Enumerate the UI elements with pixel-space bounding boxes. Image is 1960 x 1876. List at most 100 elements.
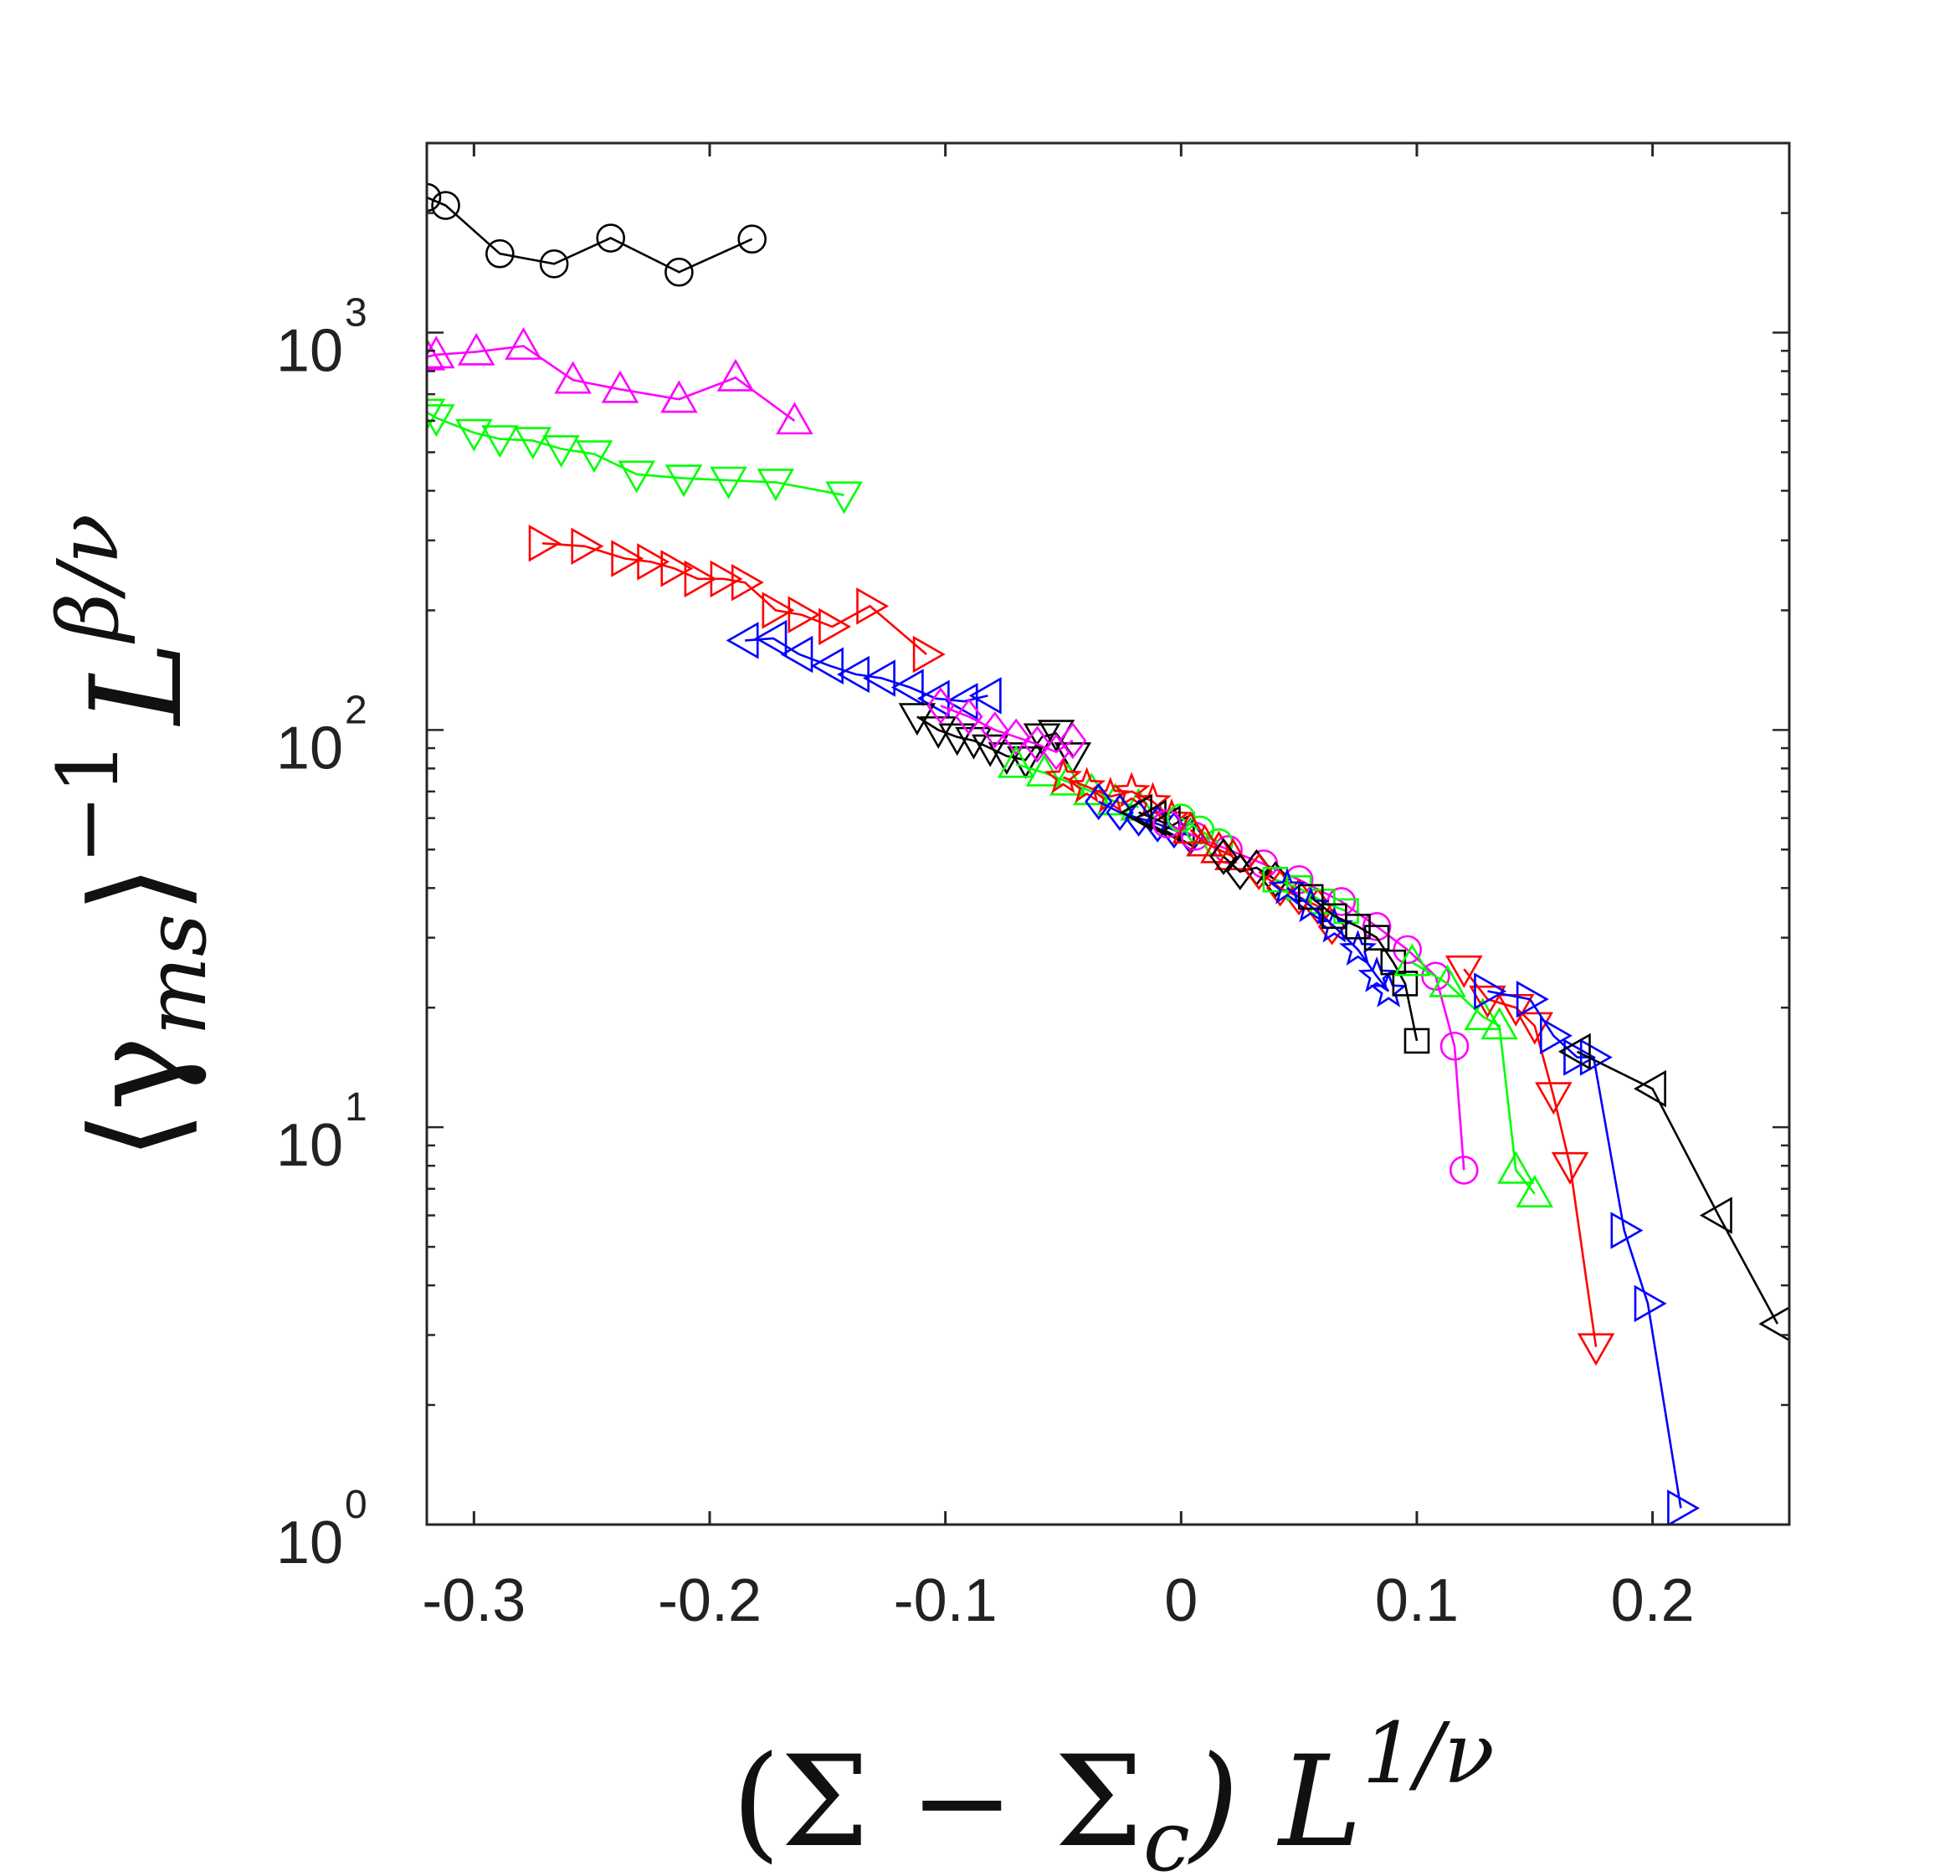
y-tick-label-exponent: 0 <box>345 1483 367 1527</box>
data-point-black-left-cluster <box>1162 811 1195 849</box>
data-point-blue-triangle-right <box>1540 1017 1573 1055</box>
series-layer <box>427 182 1789 1525</box>
data-point-magenta-triangle-up <box>660 380 698 413</box>
data-point-green-triangle-down <box>825 481 863 515</box>
data-point-blue-triangle-right <box>1563 1038 1597 1076</box>
series-line-green-triangle-down <box>427 411 844 496</box>
data-point-magenta-diamond <box>1002 718 1030 756</box>
series-line-red-triangle-right <box>541 542 927 655</box>
data-point-red-pentagram <box>1044 757 1083 794</box>
data-point-black-triangle-down <box>971 734 1009 767</box>
data-point-green-triangle-up-2 <box>1480 1007 1518 1040</box>
data-point-black-circle <box>737 224 767 254</box>
series-line-magenta-circle <box>1166 823 1465 1171</box>
data-point-red-triangle-down <box>1469 985 1506 1018</box>
data-point-black-square <box>1403 1028 1430 1054</box>
data-point-green-triangle-up-2 <box>1429 964 1466 997</box>
data-point-green-triangle-down <box>455 418 493 452</box>
tick-layer <box>427 141 1789 1526</box>
data-point-blue-triangle-right <box>1516 980 1549 1018</box>
data-point-black-circle <box>485 238 515 269</box>
data-point-blue-triangle-left <box>754 619 788 658</box>
series-black-triangle-left <box>1557 1033 1789 1342</box>
data-point-black-triangle-down <box>938 723 976 756</box>
data-point-blue-star <box>1268 868 1306 905</box>
y-tick-label: 10 <box>276 1112 343 1179</box>
series-line-black-circle <box>427 196 753 274</box>
plot-area-frame <box>425 141 1791 1526</box>
data-point-red-triangle-right <box>856 587 890 625</box>
data-point-red-triangle-up <box>1214 838 1252 871</box>
data-point-blue-star <box>1369 971 1408 1007</box>
data-point-red-triangle-right <box>660 550 694 587</box>
data-point-red-triangle-up <box>1186 823 1224 857</box>
data-point-green-triangle-down <box>618 460 655 494</box>
data-point-blue-triangle-left <box>726 622 759 659</box>
data-point-black-circle <box>539 249 569 279</box>
data-point-black-circle <box>664 257 694 287</box>
data-point-magenta-circle <box>1439 1031 1470 1061</box>
data-point-blue-triangle-right <box>1667 1489 1701 1525</box>
data-point-black-triangle-down <box>898 703 936 736</box>
data-point-green-triangle-down <box>427 398 446 432</box>
data-point-blue-triangle-left <box>780 635 813 674</box>
series-black-triangle-down <box>898 703 1091 779</box>
data-point-magenta-triangle-up <box>457 332 495 366</box>
data-point-red-triangle-down <box>1445 955 1483 988</box>
data-point-blue-triangle-right <box>1579 1038 1613 1076</box>
series-line-magenta-diamond <box>940 705 1074 754</box>
series-line-red-triangle-down <box>1463 968 1598 1347</box>
data-point-magenta-diamond <box>1023 725 1052 763</box>
data-point-magenta-circle <box>1152 809 1182 838</box>
series-line-black-square <box>1310 895 1419 1042</box>
series-red-triangle-up <box>1172 811 1252 871</box>
data-point-black-left-cluster <box>1119 793 1152 832</box>
data-point-green-triangle-up-2 <box>1497 1151 1535 1184</box>
data-point-magenta-circle <box>1362 912 1392 941</box>
data-point-black-diamond <box>1209 838 1238 875</box>
data-point-red-triangle-right <box>731 563 764 602</box>
y-axis-title-open: ⟨γ <box>64 1036 210 1160</box>
data-point-magenta-triangle-up <box>776 402 813 435</box>
data-point-blue-triangle-right <box>1474 972 1507 1010</box>
y-tick-label: 10 <box>276 715 343 782</box>
series-magenta-diamond <box>926 687 1087 771</box>
x-axis-title-sub: c <box>1143 1792 1190 1876</box>
data-point-red-triangle-right <box>762 592 795 629</box>
data-point-red-pentagram <box>1068 766 1106 803</box>
x-axis-title-main: (Σ − Σ <box>731 1730 1143 1875</box>
data-point-green-triangle-down <box>664 464 703 498</box>
data-point-magenta-diamond <box>955 698 983 736</box>
x-tick-label: 0.2 <box>1611 1567 1695 1634</box>
data-point-magenta-triangle-up <box>601 370 639 403</box>
series-line-black-triangle-left <box>1576 1050 1779 1325</box>
data-point-black-square <box>1297 884 1324 910</box>
y-tick-label: 10 <box>276 318 343 385</box>
data-point-green-triangle-up <box>1073 772 1111 806</box>
x-tick-label: -0.1 <box>894 1567 998 1634</box>
data-point-green-triangle-up <box>997 745 1035 778</box>
data-point-red-triangle-right <box>684 560 717 598</box>
series-blue-triangle-left <box>726 619 1002 720</box>
x-tick-label: -0.3 <box>422 1567 526 1634</box>
data-point-green-triangle-down <box>481 425 519 459</box>
data-point-blue-triangle-left <box>862 659 895 697</box>
data-point-red-triangle-down <box>1535 1082 1573 1115</box>
series-line-red-pentagram <box>1063 776 1172 819</box>
series-blue-star <box>1268 868 1408 1007</box>
series-black-left-cluster <box>1119 793 1195 849</box>
data-point-magenta-diamond <box>926 687 955 725</box>
data-point-magenta-diamond <box>981 711 1009 749</box>
x-tick-labels: -0.3 -0.2 -0.1 0 0.1 0.2 <box>422 1567 1694 1634</box>
data-point-black-triangle-left <box>1634 1069 1666 1108</box>
plot-area-background <box>427 143 1789 1525</box>
data-point-red-triangle-right <box>818 607 852 646</box>
data-point-green-triangle-down <box>542 435 580 469</box>
data-point-red-triangle-down <box>1577 1333 1615 1366</box>
data-point-green-triangle-down <box>710 466 747 500</box>
y-axis-title-close: ⟩ <box>64 864 210 914</box>
data-point-green-triangle-up-2 <box>1464 997 1502 1031</box>
data-point-red-pentagram <box>1112 771 1151 808</box>
data-point-magenta-triangle-up <box>427 337 446 371</box>
